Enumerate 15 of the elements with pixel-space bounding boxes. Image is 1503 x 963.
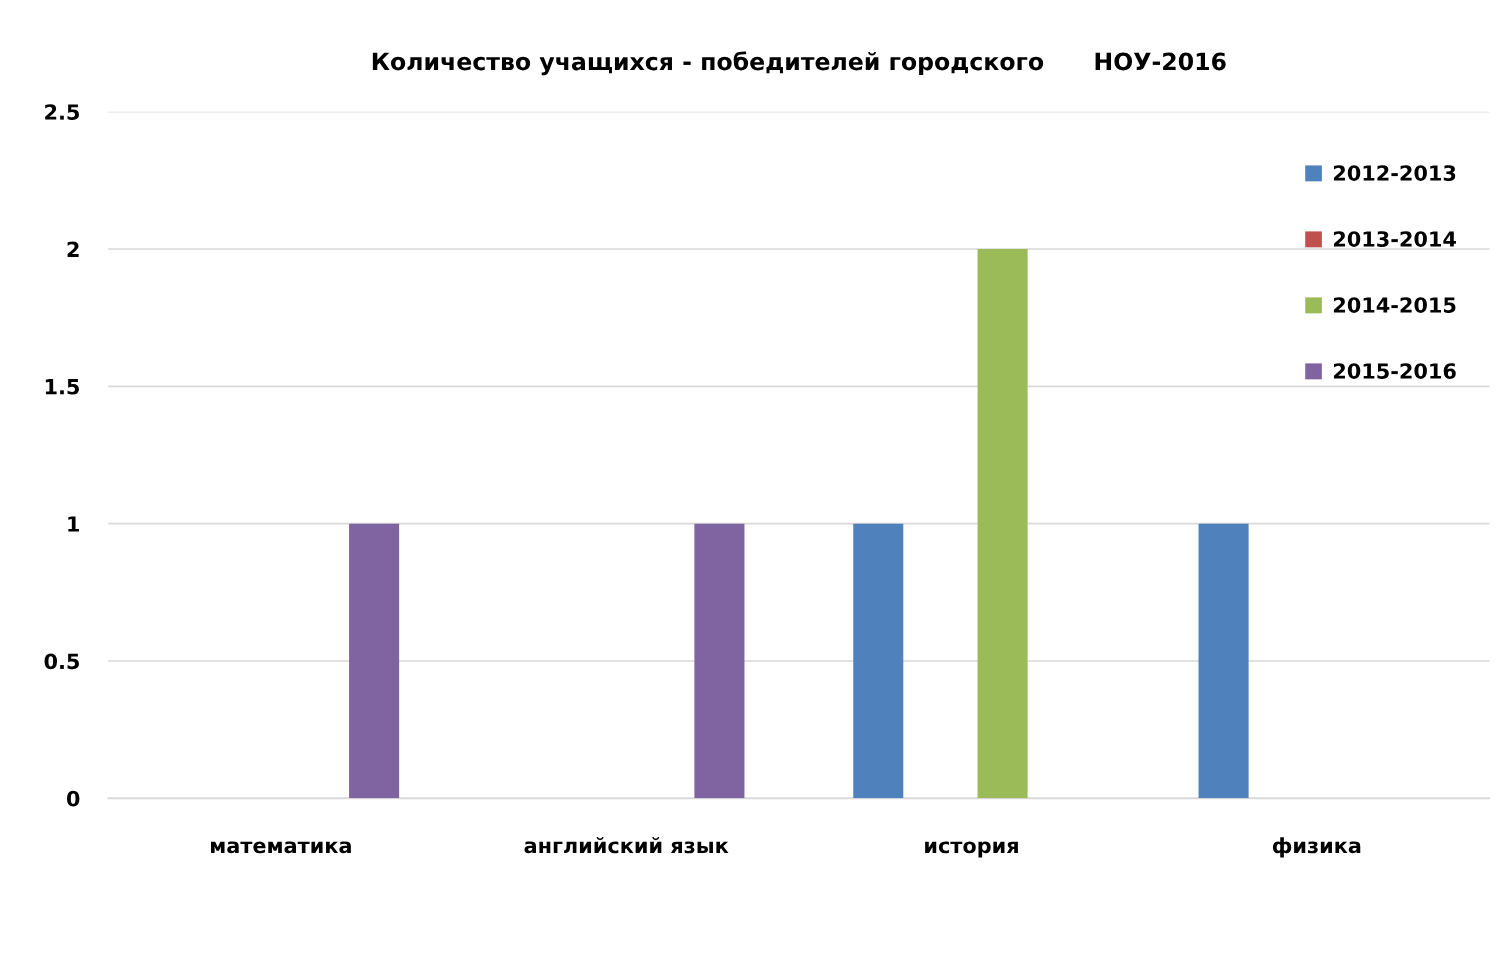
legend-label: 2012-2013 [1333,165,1456,181]
x-tick-label: математика [211,841,351,854]
x-tick-label: физика [1272,837,1361,858]
chart-title: Количество учащихся - победителей городского НОУ-2016 [372,51,1226,76]
legend-label: 2013-2014 [1333,231,1456,247]
y-tick-label: 0.5 [44,653,79,670]
y-tick-label: 1.5 [45,379,79,395]
y-tick-label: 2 [67,241,79,257]
legend-label: 2015-2016 [1333,363,1456,379]
y-tick-label: 0 [66,790,80,807]
x-tick-label: английский язык [524,837,729,854]
x-tick-label: история [925,841,1018,858]
y-tick-label: 1 [68,516,80,532]
y-tick-label: 2.5 [45,104,79,120]
legend-label: 2014-2015 [1333,297,1456,313]
